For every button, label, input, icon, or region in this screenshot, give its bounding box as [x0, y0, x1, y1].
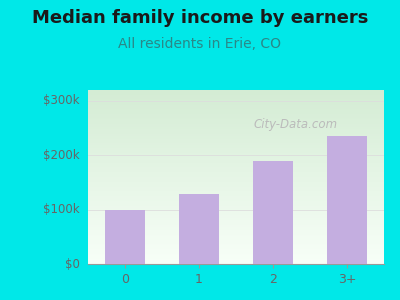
Text: Median family income by earners: Median family income by earners: [32, 9, 368, 27]
Bar: [179, 194, 219, 264]
Bar: [105, 210, 145, 264]
Bar: [327, 136, 367, 264]
Text: $0: $0: [65, 257, 80, 271]
Text: $300k: $300k: [44, 94, 80, 107]
Text: All residents in Erie, CO: All residents in Erie, CO: [118, 38, 282, 52]
Bar: [253, 161, 293, 264]
Text: $200k: $200k: [43, 149, 80, 162]
Text: $100k: $100k: [43, 203, 80, 216]
Text: City-Data.com: City-Data.com: [253, 118, 337, 131]
